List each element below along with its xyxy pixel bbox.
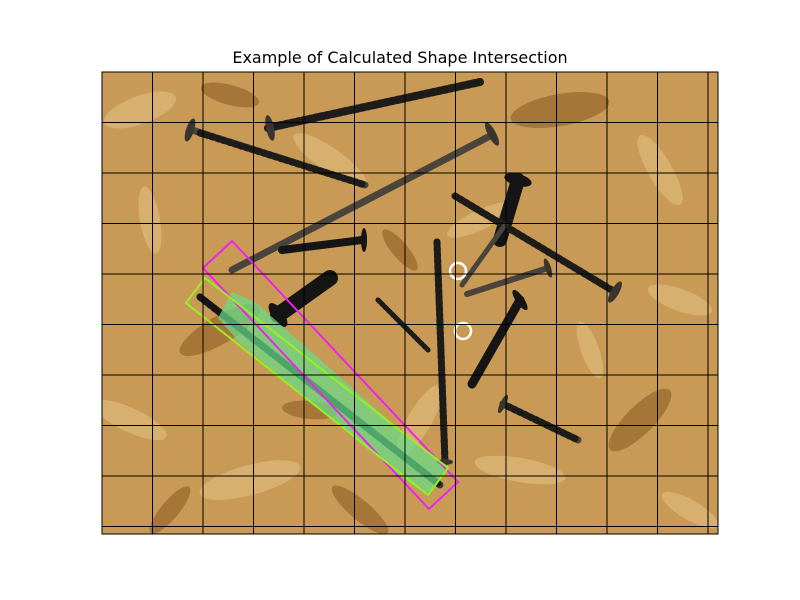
screw-right-short — [464, 258, 553, 297]
screw-black-small — [278, 228, 367, 254]
plot-frame — [101, 71, 719, 535]
screw-black-lower-right — [467, 289, 528, 389]
region-b-outline — [184, 276, 450, 497]
figure-title: Example of Calculated Shape Intersection — [232, 48, 568, 67]
grid-overlay — [102, 72, 718, 534]
screw-long-diagonal — [228, 122, 500, 274]
screw-right-long — [451, 192, 622, 303]
circle-marker-icon — [448, 261, 468, 281]
screw-upper-left — [184, 118, 369, 189]
screw-diagonal-mid — [459, 222, 508, 288]
region-a-outline — [201, 239, 460, 511]
screw-long-top — [264, 78, 484, 141]
intersection-region — [218, 292, 448, 496]
